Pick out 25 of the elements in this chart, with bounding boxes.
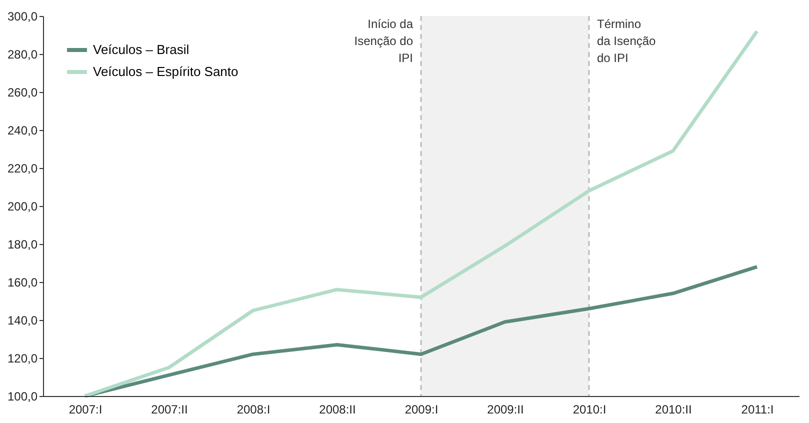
x-tick-label: 2010:II <box>655 402 692 416</box>
x-tick-label: 2008:II <box>319 402 356 416</box>
y-tick-label: 160,0 <box>7 276 38 290</box>
y-tick-label: 280,0 <box>7 48 38 62</box>
ref-line-label: Término da Isenção do IPI <box>597 17 656 65</box>
x-tick-label: 2011:I <box>741 402 774 416</box>
x-tick-label: 2007:II <box>151 402 188 416</box>
x-tick-label: 2009:I <box>404 402 438 416</box>
y-tick-label: 100,0 <box>7 390 38 404</box>
x-tick-label: 2007:I <box>68 402 102 416</box>
y-tick-label: 180,0 <box>7 238 38 252</box>
legend-label: Veículos – Brasil <box>93 42 190 57</box>
y-tick-label: 240,0 <box>7 124 38 138</box>
x-tick-label: 2009:II <box>487 402 524 416</box>
y-tick-label: 220,0 <box>7 162 38 176</box>
x-tick-label: 2008:I <box>236 402 270 416</box>
line-series <box>83 29 759 398</box>
y-tick-label: 200,0 <box>7 200 38 214</box>
x-tick-label: 2010:I <box>572 402 606 416</box>
y-tick-label: 140,0 <box>7 314 38 328</box>
y-tick-label: 300,0 <box>7 10 38 24</box>
y-tick-label: 260,0 <box>7 86 38 100</box>
y-tick-label: 120,0 <box>7 352 38 366</box>
ref-line-label: Início da Isenção do IPI <box>354 17 414 65</box>
legend-label: Veículos – Espírito Santo <box>93 64 238 79</box>
